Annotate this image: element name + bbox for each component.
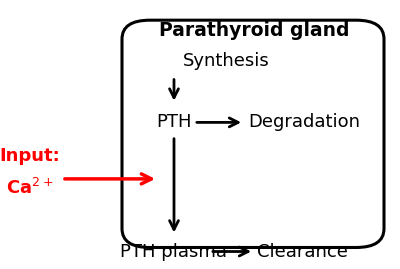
Text: PTH plasma: PTH plasma — [120, 243, 228, 260]
Text: Parathyroid gland: Parathyroid gland — [159, 22, 349, 40]
Text: Clearance: Clearance — [256, 243, 348, 260]
Text: Ca$^{2+}$: Ca$^{2+}$ — [6, 178, 54, 198]
Text: Input:: Input: — [0, 147, 60, 165]
Text: Synthesis: Synthesis — [183, 52, 269, 69]
FancyBboxPatch shape — [122, 20, 384, 247]
Text: Degradation: Degradation — [248, 114, 360, 131]
Text: PTH: PTH — [156, 114, 192, 131]
